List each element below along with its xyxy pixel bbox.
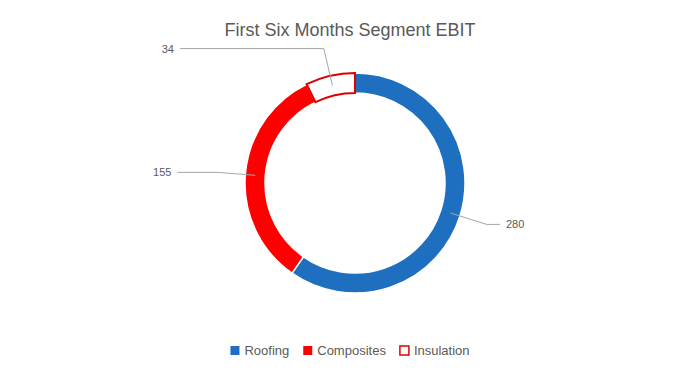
slice bbox=[245, 84, 315, 273]
legend-label: Insulation bbox=[414, 343, 470, 358]
legend: Roofing Composites Insulation bbox=[230, 343, 469, 358]
data-label: 34 bbox=[162, 43, 174, 55]
leader-line bbox=[177, 172, 255, 175]
chart-title: First Six Months Segment EBIT bbox=[224, 20, 475, 40]
slice bbox=[292, 73, 465, 293]
legend-swatch bbox=[303, 346, 312, 355]
slices bbox=[245, 73, 465, 293]
data-labels: 280 155 34 bbox=[153, 43, 524, 231]
data-label: 155 bbox=[153, 166, 171, 178]
legend-swatch bbox=[230, 346, 239, 355]
legend-swatch bbox=[400, 346, 409, 355]
chart: First Six Months Segment EBIT 280 155 34 Roo… bbox=[0, 0, 700, 378]
data-label: 280 bbox=[506, 218, 524, 230]
legend-label: Composites bbox=[317, 343, 386, 358]
leader-line bbox=[450, 213, 500, 224]
leader-line bbox=[180, 49, 332, 86]
legend-label: Roofing bbox=[244, 343, 289, 358]
